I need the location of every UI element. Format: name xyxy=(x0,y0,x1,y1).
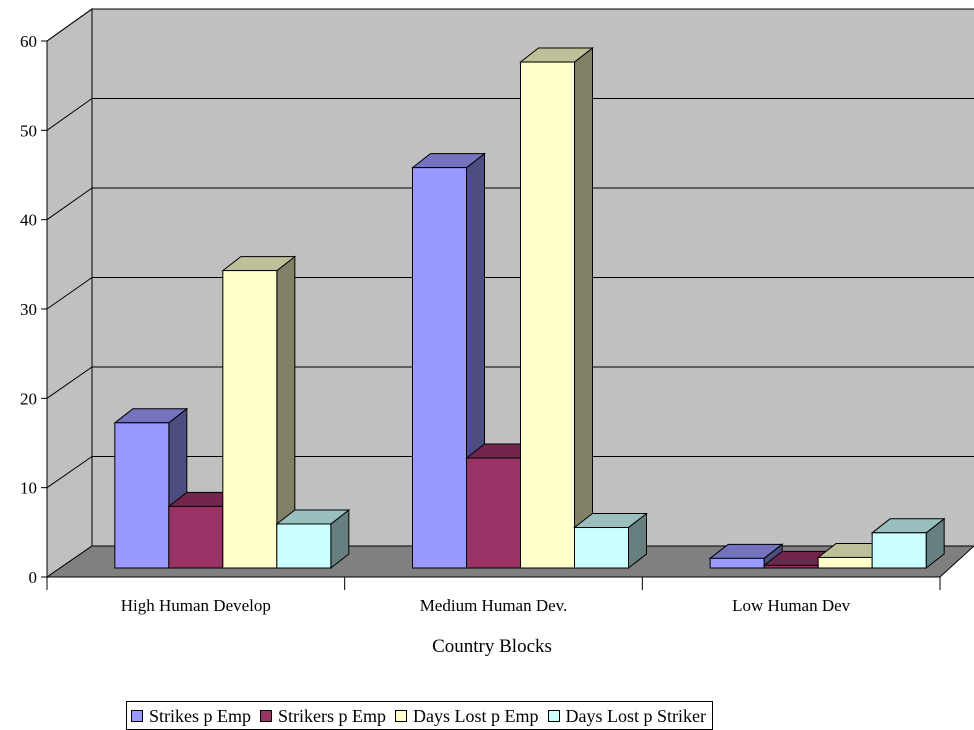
bar-front xyxy=(871,532,927,569)
legend-swatch xyxy=(547,709,560,722)
y-tick-label: 10 xyxy=(20,479,37,498)
y-tick-label: 30 xyxy=(20,300,37,319)
bar xyxy=(221,255,297,570)
bar-front xyxy=(222,270,278,569)
y-tick-label: 40 xyxy=(20,211,37,230)
bar-front xyxy=(763,564,819,569)
legend-item: Days Lost p Emp xyxy=(395,707,539,725)
bar-front xyxy=(709,557,765,569)
bar-front xyxy=(574,527,629,569)
legend-item: Days Lost p Striker xyxy=(547,705,706,726)
y-tick-label: 20 xyxy=(20,389,37,408)
legend-label: Days Lost p Striker xyxy=(565,705,706,726)
bar xyxy=(573,512,648,570)
bar xyxy=(519,47,594,570)
y-tick-label: 50 xyxy=(20,121,37,140)
y-tick-label: 60 xyxy=(20,32,37,51)
bar-front xyxy=(817,556,873,569)
bar-side xyxy=(574,47,593,570)
gridline-side xyxy=(46,277,93,310)
bar xyxy=(113,407,189,570)
bar-front xyxy=(114,422,170,569)
legend-label: Strikes p Emp xyxy=(149,705,251,726)
x-tick-label: High Human Develop xyxy=(121,596,271,615)
bar xyxy=(870,517,946,570)
chart-svg: 0 10 20 30 40 50 60 High Human Develop Medium H… xyxy=(20,8,974,657)
legend-label: Days Lost p Emp xyxy=(413,705,539,726)
gridline-side xyxy=(46,366,93,399)
bars xyxy=(113,47,946,570)
bar-front xyxy=(466,457,521,569)
gridline-side xyxy=(46,8,93,42)
gridline-side xyxy=(46,98,93,131)
legend: Strikes p Emp Strikers p Emp Days Lost p E… xyxy=(126,701,713,730)
bar-front xyxy=(412,167,467,569)
legend-swatch xyxy=(395,709,407,722)
x-axis: High Human Develop Medium Human Dev. Low H… xyxy=(46,576,941,615)
legend-swatch xyxy=(131,709,143,722)
y-tick-label: 0 xyxy=(29,568,38,587)
x-axis-title: Country Blocks xyxy=(432,636,552,657)
gridline-side xyxy=(46,187,93,221)
bar-front xyxy=(276,523,332,569)
gridline-side xyxy=(46,456,93,489)
x-tick-label: Medium Human Dev. xyxy=(420,596,568,615)
y-axis: 0 10 20 30 40 50 60 xyxy=(20,32,48,587)
bar xyxy=(275,508,351,570)
legend-label: Strikers p Emp xyxy=(278,705,386,726)
bar-front xyxy=(520,61,575,569)
legend-item: Strikers p Emp xyxy=(260,707,386,725)
bar-front xyxy=(168,505,224,569)
legend-item: Strikes p Emp xyxy=(131,707,251,725)
x-tick-label: Low Human Dev xyxy=(732,596,851,615)
legend-swatch xyxy=(260,709,272,722)
